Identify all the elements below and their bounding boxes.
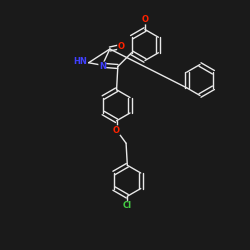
Text: N: N	[99, 62, 106, 71]
Text: O: O	[118, 42, 124, 51]
Text: HN: HN	[74, 57, 87, 66]
Text: Cl: Cl	[123, 201, 132, 210]
Text: O: O	[113, 126, 120, 135]
Text: O: O	[142, 15, 148, 24]
